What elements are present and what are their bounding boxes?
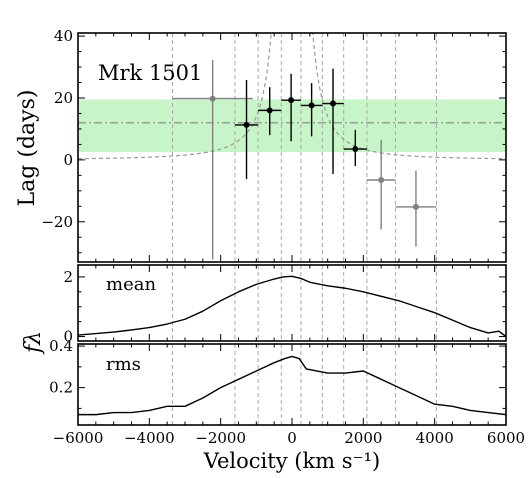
y-tick-label: 0 [63, 328, 73, 346]
lag-data-point [172, 59, 253, 260]
y-axis-label: Lag (days) [15, 90, 40, 207]
y-tick-label: 0.4 [49, 337, 73, 355]
x-axis-label: Velocity (km s⁻¹) [203, 449, 380, 473]
y-tick-label: 40 [54, 27, 73, 45]
lag-panel-content [78, 33, 506, 260]
mean-lag-band [78, 99, 506, 153]
x-tick-label: −4000 [124, 429, 175, 447]
y-tick-label: 20 [54, 89, 73, 107]
x-tick-label: −6000 [53, 429, 104, 447]
x-tick-label: 4000 [416, 429, 454, 447]
x-tick-label: −2000 [195, 429, 246, 447]
x-tick-label: 2000 [344, 429, 382, 447]
lag-data-point [343, 129, 367, 167]
lag-marker [243, 121, 250, 128]
mean-panel-label: mean [106, 274, 156, 295]
lag-marker [266, 107, 273, 114]
lag-marker [209, 95, 216, 102]
rms-panel-content [78, 355, 506, 416]
lag-data-point [322, 68, 344, 175]
lag-data-point [281, 73, 301, 142]
lag-data-point [258, 87, 282, 136]
x-tick-label: 6000 [487, 429, 525, 447]
lag-marker [308, 102, 315, 109]
lag-band-fill [78, 99, 506, 153]
lag-marker [378, 176, 385, 183]
axes: −20 0 20 40 0 2 0.2 0.4 −6000 −4000 −2000 0 2000 4000… [41, 27, 525, 447]
lag-data-point [234, 80, 259, 180]
lag-marker [352, 146, 359, 153]
y-tick-label: 0.2 [49, 379, 73, 397]
mean-spectrum-line [78, 275, 506, 338]
lag-marker [330, 100, 337, 107]
rms-spectrum-line [78, 355, 506, 416]
flux-axis-label: fλ [21, 331, 46, 355]
virial-envelope-right [312, 33, 506, 160]
lag-marker [288, 97, 295, 104]
lag-data-point [366, 139, 396, 230]
y-tick-label: −20 [41, 213, 73, 231]
lag-data-point [300, 83, 323, 137]
y-tick-label: 0 [63, 151, 73, 169]
lag-data-point [395, 170, 437, 247]
object-label: Mrk 1501 [98, 61, 202, 85]
y-tick-label: 2 [63, 268, 73, 286]
rms-panel-label: rms [106, 354, 141, 375]
lag-marker [412, 203, 419, 210]
velocity-bin-boundaries [172, 33, 437, 425]
x-tick-label: 0 [287, 429, 297, 447]
mean-panel-content [78, 275, 506, 338]
virial-envelope-left [78, 33, 272, 160]
